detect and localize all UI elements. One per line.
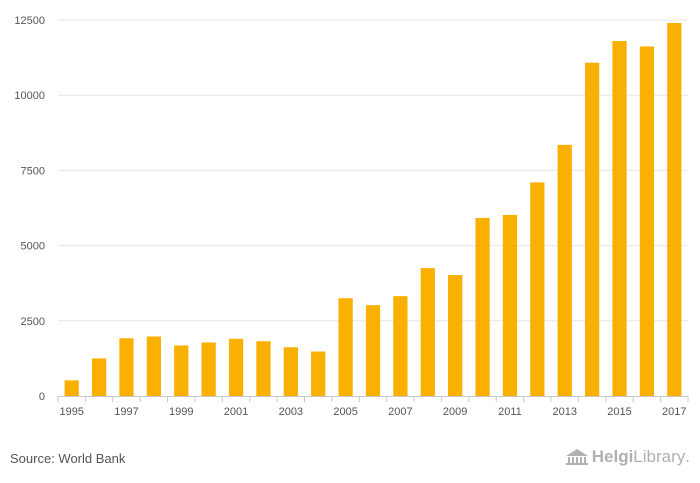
- y-tick-label-12500: 12500: [14, 15, 45, 27]
- bar-chart: 0 2500 5000 7500 10000 12500 1995 1997 1999 2001 2…: [14, 15, 689, 418]
- x-tick-label-2013: 2013: [552, 406, 576, 418]
- bar-2013: [557, 144, 572, 396]
- bar-layer: [64, 23, 682, 397]
- bar-2000: [201, 342, 216, 396]
- logo-word-library: Library: [633, 447, 686, 466]
- bar-2009: [448, 275, 463, 396]
- bar-2004: [311, 351, 326, 396]
- x-tick-label-2003: 2003: [279, 406, 303, 418]
- logo-dot: .: [685, 447, 690, 466]
- bar-2012: [530, 182, 545, 396]
- grid-layer: [58, 19, 688, 322]
- x-tick-label-2015: 2015: [607, 406, 631, 418]
- bar-2007: [393, 296, 408, 396]
- bar-2017: [667, 23, 682, 397]
- helgi-library-logo[interactable]: Helgi Library .: [565, 447, 690, 467]
- bar-2015: [612, 41, 627, 396]
- bar-1996: [91, 358, 107, 396]
- x-tick-label-2009: 2009: [443, 406, 467, 418]
- x-tick-label-2001: 2001: [224, 406, 248, 418]
- bar-2006: [365, 305, 381, 396]
- bar-2016: [639, 46, 655, 397]
- bar-1995: [64, 380, 79, 396]
- bar-2005: [338, 298, 353, 396]
- y-tick-label-7500: 7500: [21, 165, 45, 177]
- source-note: Source: World Bank: [10, 451, 126, 466]
- x-tick-label-2017: 2017: [662, 406, 686, 418]
- y-tick-label-10000: 10000: [14, 90, 45, 102]
- x-tick-label-1999: 1999: [169, 406, 193, 418]
- axis-layer: 0 2500 5000 7500 10000 12500 1995 1997 1999 2001 2…: [14, 15, 689, 418]
- bar-2008: [420, 268, 435, 396]
- bar-1999: [174, 345, 189, 396]
- y-tick-label-2500: 2500: [21, 316, 45, 328]
- bar-2001: [228, 338, 244, 396]
- x-tick-label-2011: 2011: [498, 406, 522, 418]
- y-tick-label-0: 0: [39, 391, 45, 403]
- logo-word-helgi: Helgi: [591, 447, 634, 466]
- bar-1997: [119, 338, 134, 396]
- x-tick-label-1995: 1995: [59, 406, 83, 418]
- x-tick-label-2007: 2007: [388, 406, 412, 418]
- x-tick-label-2005: 2005: [333, 406, 357, 418]
- bar-2014: [585, 62, 600, 397]
- bar-2010: [475, 217, 490, 396]
- x-tick-label-1997: 1997: [114, 406, 138, 418]
- bar-2011: [502, 214, 518, 396]
- bar-2003: [283, 347, 298, 396]
- bar-2002: [256, 341, 271, 396]
- library-building-icon: [565, 449, 588, 465]
- y-tick-label-5000: 5000: [21, 241, 45, 253]
- bar-1998: [146, 336, 161, 396]
